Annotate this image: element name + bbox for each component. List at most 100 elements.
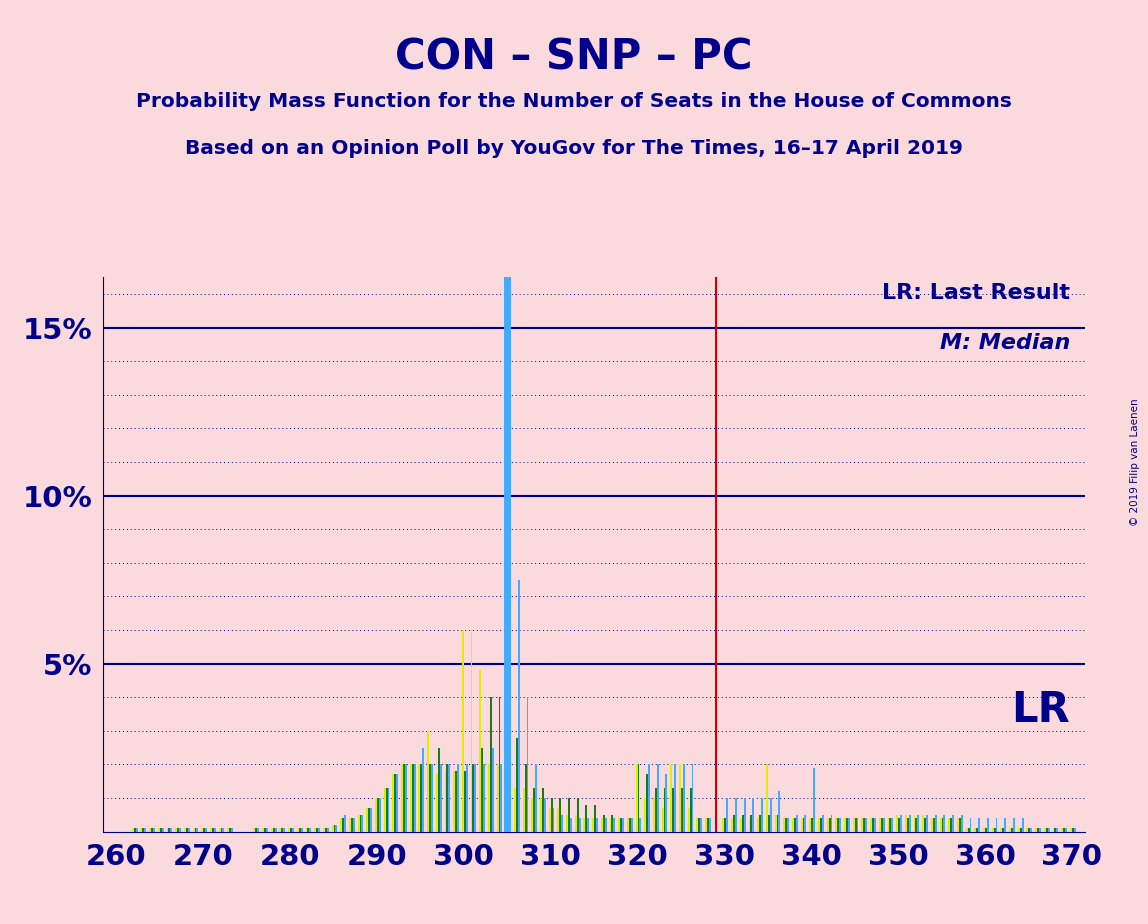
Bar (983, 828, 985, 832)
Bar (453, 772, 455, 832)
Bar (822, 815, 824, 832)
Bar (783, 818, 785, 832)
Bar (768, 815, 769, 832)
Bar (785, 818, 788, 832)
Bar (837, 818, 839, 832)
Bar (522, 788, 525, 832)
Bar (1048, 828, 1049, 832)
Bar (848, 818, 850, 832)
Bar (1073, 828, 1076, 832)
Bar (579, 818, 581, 832)
Bar (898, 818, 900, 832)
Bar (257, 828, 259, 832)
Bar (794, 818, 796, 832)
Bar (985, 828, 987, 832)
Bar (915, 818, 917, 832)
Bar (727, 798, 728, 832)
Bar (552, 808, 554, 832)
Bar (968, 828, 970, 832)
Bar (620, 818, 622, 832)
Bar (566, 815, 568, 832)
Bar (309, 828, 311, 832)
Bar (605, 818, 606, 832)
Bar (883, 818, 885, 832)
Bar (856, 818, 859, 832)
Bar (281, 828, 284, 832)
Bar (926, 815, 928, 832)
Bar (568, 798, 569, 832)
Bar (308, 828, 309, 832)
Bar (575, 815, 576, 832)
Bar (731, 818, 734, 832)
Bar (288, 828, 290, 832)
Bar (436, 774, 437, 832)
Bar (970, 818, 971, 832)
Bar (455, 772, 457, 832)
Bar (1000, 828, 1002, 832)
Bar (461, 630, 464, 832)
Bar (766, 764, 768, 832)
Bar (585, 805, 588, 832)
Bar (612, 815, 613, 832)
Bar (735, 798, 737, 832)
Bar (707, 818, 709, 832)
Bar (507, 670, 510, 832)
Bar (440, 764, 442, 832)
Bar (375, 798, 377, 832)
Bar (383, 788, 386, 832)
Bar (464, 772, 466, 832)
Bar (177, 828, 179, 832)
Bar (316, 828, 318, 832)
Bar (471, 630, 473, 832)
Bar (748, 818, 751, 832)
Bar (759, 815, 761, 832)
Bar (670, 764, 673, 832)
Bar (532, 798, 534, 832)
Bar (805, 815, 806, 832)
Bar (559, 798, 561, 832)
Bar (176, 828, 177, 832)
Bar (412, 764, 413, 832)
Bar (186, 828, 188, 832)
Bar (352, 818, 355, 832)
Bar (145, 828, 146, 832)
Bar (637, 764, 639, 832)
Bar (1004, 818, 1006, 832)
Bar (201, 828, 203, 832)
Bar (558, 808, 559, 832)
Bar (636, 764, 637, 832)
Bar (666, 774, 667, 832)
Text: Probability Mass Function for the Number of Seats in the House of Commons: Probability Mass Function for the Number… (137, 92, 1011, 112)
Bar (700, 818, 703, 832)
Bar (325, 828, 327, 832)
Bar (369, 808, 370, 832)
Bar (673, 788, 674, 832)
Bar (279, 828, 281, 832)
Bar (924, 818, 926, 832)
Bar (152, 828, 153, 832)
Bar (262, 828, 264, 832)
Bar (170, 828, 172, 832)
Bar (298, 828, 301, 832)
Bar (863, 818, 866, 832)
Bar (654, 788, 657, 832)
Bar (169, 828, 170, 832)
Bar (327, 828, 328, 832)
Bar (1037, 828, 1039, 832)
Bar (917, 815, 920, 832)
Bar (994, 828, 995, 832)
Bar (1039, 828, 1041, 832)
Bar (315, 828, 316, 832)
Bar (488, 764, 490, 832)
Bar (569, 818, 572, 832)
Bar (629, 818, 630, 832)
Bar (403, 764, 405, 832)
Bar (909, 815, 910, 832)
Bar (922, 815, 924, 832)
Bar (664, 788, 666, 832)
Bar (836, 818, 837, 832)
Bar (576, 798, 579, 832)
Bar (535, 764, 537, 832)
Bar (366, 808, 369, 832)
Bar (377, 798, 379, 832)
